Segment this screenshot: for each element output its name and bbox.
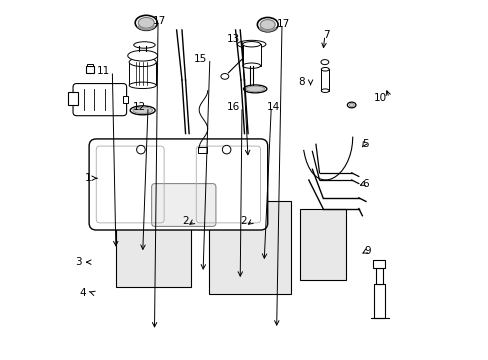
FancyBboxPatch shape	[151, 184, 216, 226]
Bar	[129, 62, 156, 85]
Ellipse shape	[133, 107, 152, 113]
Text: 15: 15	[194, 54, 207, 64]
Ellipse shape	[237, 40, 265, 48]
Circle shape	[136, 145, 145, 154]
Circle shape	[222, 145, 230, 154]
Ellipse shape	[129, 58, 156, 67]
Ellipse shape	[134, 42, 155, 48]
Text: 2: 2	[182, 216, 188, 226]
Ellipse shape	[260, 19, 275, 30]
Bar	[123, 96, 128, 103]
Bar	[116, 208, 190, 287]
Text: 6: 6	[362, 179, 368, 189]
Text: 7: 7	[323, 30, 329, 40]
Ellipse shape	[127, 50, 157, 61]
Ellipse shape	[243, 85, 266, 93]
Bar	[375, 267, 382, 284]
Ellipse shape	[138, 18, 154, 28]
Bar	[242, 44, 260, 66]
Ellipse shape	[129, 82, 156, 89]
Text: 13: 13	[226, 34, 239, 44]
Ellipse shape	[346, 102, 355, 108]
Text: 11: 11	[97, 66, 110, 76]
Bar	[372, 260, 385, 267]
Ellipse shape	[135, 15, 157, 30]
Bar	[198, 147, 206, 153]
Text: 10: 10	[373, 93, 386, 103]
Text: 17: 17	[153, 16, 166, 26]
Ellipse shape	[130, 106, 155, 115]
Text: 1: 1	[84, 173, 91, 183]
FancyBboxPatch shape	[73, 84, 126, 116]
Bar	[208, 202, 290, 294]
Ellipse shape	[321, 89, 328, 93]
Ellipse shape	[257, 18, 278, 32]
Text: 5: 5	[362, 139, 368, 149]
Text: 17: 17	[277, 18, 290, 28]
Ellipse shape	[242, 63, 260, 68]
Text: 14: 14	[266, 102, 279, 112]
Text: 9: 9	[364, 247, 370, 256]
Ellipse shape	[320, 60, 328, 64]
Text: 3: 3	[75, 257, 81, 267]
Text: 4: 4	[80, 288, 86, 297]
Ellipse shape	[245, 86, 264, 92]
Ellipse shape	[221, 73, 228, 79]
Text: 12: 12	[132, 102, 145, 112]
Text: 8: 8	[298, 77, 305, 87]
FancyBboxPatch shape	[89, 139, 267, 230]
Bar	[321, 69, 328, 91]
Bar	[87, 64, 93, 66]
Text: 16: 16	[226, 102, 239, 112]
Ellipse shape	[321, 67, 328, 71]
Bar	[85, 66, 94, 73]
Bar	[373, 284, 384, 318]
Bar	[67, 93, 78, 105]
Bar	[299, 208, 346, 280]
Ellipse shape	[242, 41, 260, 47]
Ellipse shape	[348, 103, 353, 107]
Text: 2: 2	[240, 216, 246, 226]
